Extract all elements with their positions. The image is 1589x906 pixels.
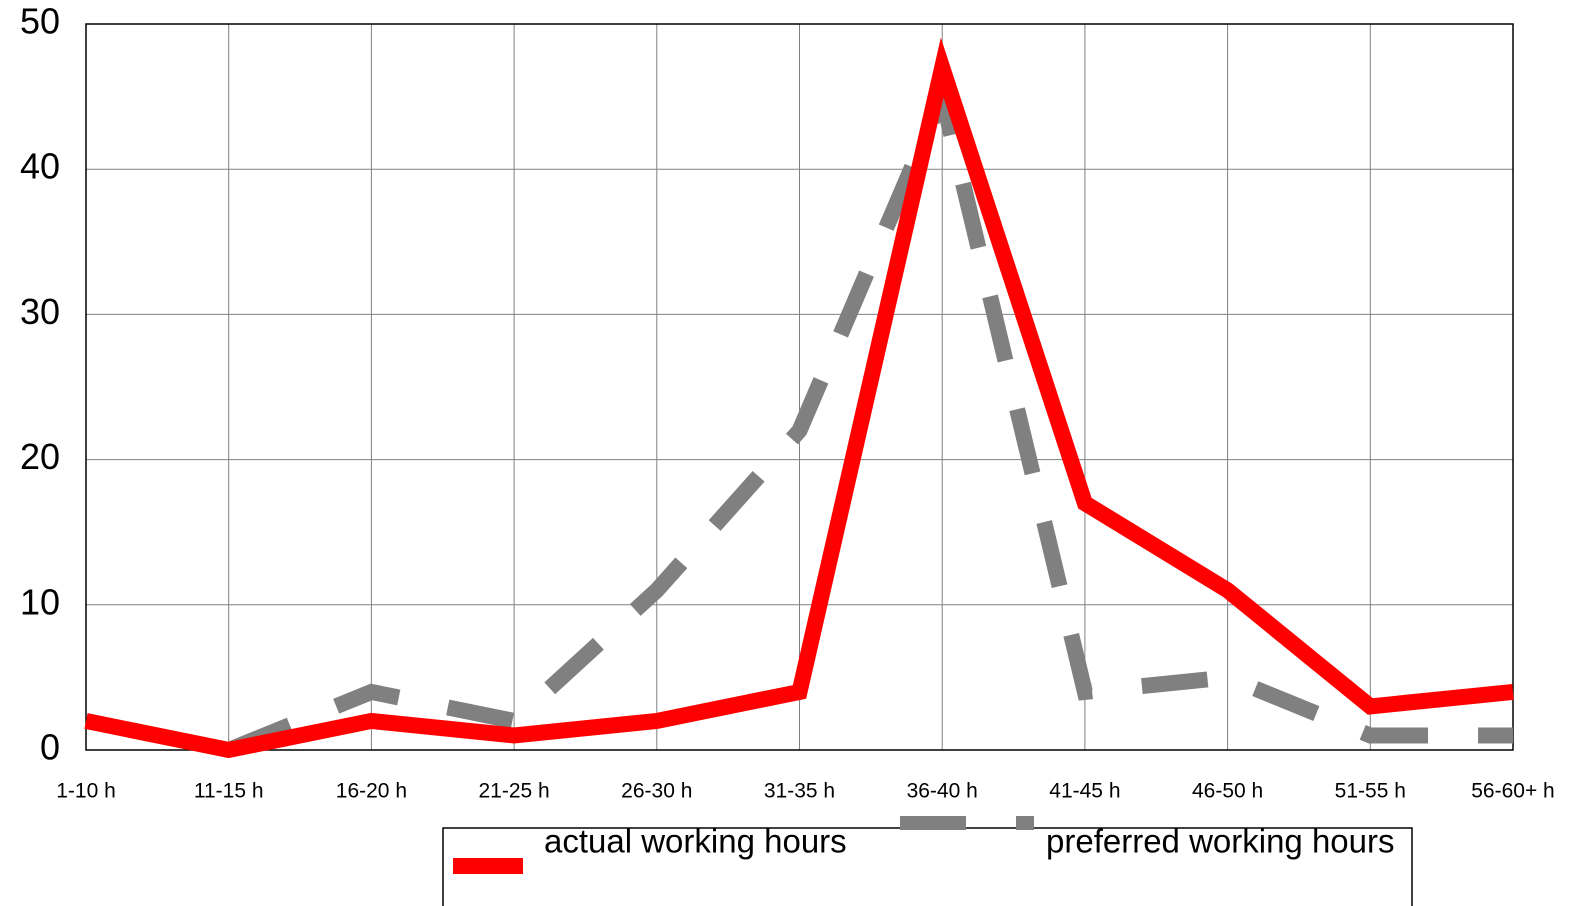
y-tick-label: 40 xyxy=(20,146,60,187)
legend-label-actual: actual working hours xyxy=(544,823,847,860)
series-line-actual xyxy=(84,37,1514,759)
x-tick-label: 16-20 h xyxy=(336,780,407,803)
legend-label-preferred: preferred working hours xyxy=(1046,823,1395,860)
x-tick-label: 51-55 h xyxy=(1335,780,1406,803)
series-line-preferred xyxy=(225,71,1513,758)
x-tick-label: 21-25 h xyxy=(478,780,549,803)
x-tick-label: 26-30 h xyxy=(621,780,692,803)
y-tick-label: 10 xyxy=(20,581,60,622)
y-tick-label: 20 xyxy=(20,436,60,477)
x-tick-label: 46-50 h xyxy=(1192,780,1263,803)
legend: actual working hours preferred working h… xyxy=(442,816,1413,906)
x-tick-label: 31-35 h xyxy=(764,780,835,803)
y-axis-ticks: 0 10 20 30 40 50 xyxy=(20,1,60,768)
series-layer xyxy=(84,37,1514,759)
x-tick-label: 11-15 h xyxy=(194,780,264,803)
x-axis-ticks: 1-10 h 11-15 h 16-20 h 21-25 h 26-30 h 31-35 … xyxy=(56,780,1555,803)
x-tick-label: 56-60+ h xyxy=(1471,780,1555,803)
y-tick-label: 0 xyxy=(40,727,60,768)
x-tick-label: 41-45 h xyxy=(1049,780,1120,803)
x-tick-label: 36-40 h xyxy=(907,780,978,803)
plot-area-frame xyxy=(85,23,1514,751)
x-tick-label: 1-10 h xyxy=(56,780,116,803)
legend-box xyxy=(442,827,1413,906)
grid-lines xyxy=(86,24,1513,750)
y-tick-label: 50 xyxy=(20,1,60,42)
y-tick-label: 30 xyxy=(20,291,60,332)
